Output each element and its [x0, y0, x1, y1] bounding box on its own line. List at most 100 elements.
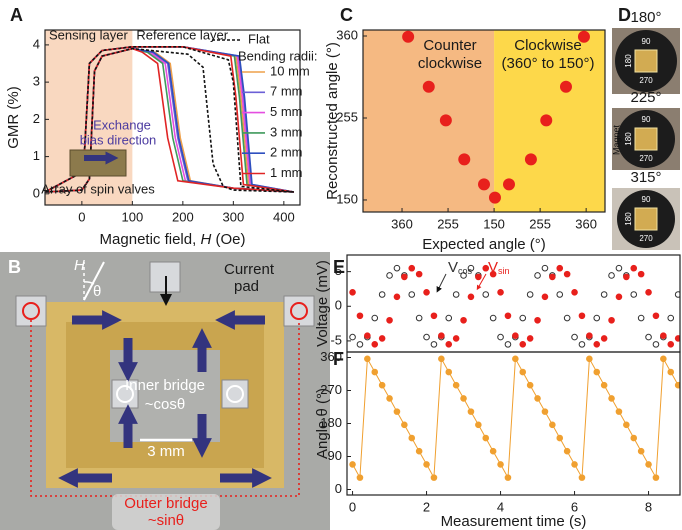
data-point — [579, 313, 585, 319]
figure: B H θ Current pad Inner bridge ~cosθ 3 m… — [0, 0, 682, 530]
plot-area — [350, 265, 681, 347]
y-tick-label: 1 — [33, 148, 40, 163]
data-point — [365, 356, 371, 362]
y-axis-label: Angle θ (°) — [314, 388, 331, 459]
data-point — [579, 475, 585, 481]
dial-label: 180 — [624, 132, 633, 146]
photo-d: D 180°90180270225°90180270315°90180270Ma… — [611, 5, 680, 250]
data-point — [520, 369, 526, 375]
y-axis-label: Reconstructed angle (°) — [324, 42, 341, 200]
series-label-main: V — [448, 259, 458, 276]
data-point — [387, 396, 393, 402]
data-point — [498, 334, 504, 340]
data-point — [631, 292, 637, 298]
data-point — [616, 409, 622, 415]
series-label-main: V — [488, 259, 498, 276]
data-point — [646, 462, 652, 468]
data-point — [503, 179, 514, 190]
data-point — [357, 475, 363, 481]
data-point — [498, 289, 504, 295]
data-point — [372, 369, 378, 375]
data-point — [350, 289, 356, 295]
data-point — [541, 115, 552, 126]
data-point — [579, 342, 585, 348]
data-point — [461, 317, 467, 323]
data-point — [550, 422, 556, 428]
annotation: Exchange — [93, 117, 151, 132]
data-point — [616, 294, 622, 300]
photo-title: 225° — [630, 89, 661, 106]
data-point — [527, 336, 533, 342]
data-point — [439, 356, 445, 362]
series-line — [353, 359, 679, 478]
series-arrow — [438, 274, 446, 290]
sensor — [635, 50, 657, 72]
x-axis-label-part: Measurement time (s) — [441, 513, 587, 530]
plot-frame — [347, 352, 680, 495]
dial-label: 90 — [642, 195, 651, 204]
data-point — [402, 274, 408, 280]
dial-label: 180 — [624, 54, 633, 68]
data-point — [535, 396, 541, 402]
data-point — [527, 292, 533, 298]
data-point — [489, 192, 500, 203]
data-point — [416, 271, 422, 277]
data-point — [446, 369, 452, 375]
data-point — [661, 333, 667, 339]
x-tick-label: 400 — [273, 209, 295, 224]
data-point — [594, 369, 600, 375]
photo-title: 180° — [630, 9, 661, 26]
data-point — [453, 336, 459, 342]
data-point — [440, 115, 451, 126]
chart: -505Voltage (mV)EVcosVsin — [314, 255, 681, 352]
data-point — [624, 422, 630, 428]
data-point — [550, 274, 556, 280]
data-point — [638, 271, 644, 277]
data-point — [350, 334, 356, 340]
data-point — [459, 154, 470, 165]
data-point — [483, 292, 489, 298]
x-tick-label: 200 — [172, 209, 194, 224]
dial-label: 270 — [639, 234, 653, 243]
y-tick-label: 0 — [335, 298, 342, 313]
data-point — [646, 289, 652, 295]
data-point — [535, 273, 541, 279]
photo-b: B H θ Current pad Inner bridge ~cosθ 3 m… — [0, 252, 330, 530]
data-point — [631, 265, 637, 271]
data-point — [439, 333, 445, 339]
data-point — [668, 342, 674, 348]
plot-area — [350, 356, 681, 480]
data-point — [587, 356, 593, 362]
data-point — [601, 292, 607, 298]
data-point — [653, 342, 659, 348]
x-axis-label-part: Expected angle (°) — [422, 236, 546, 253]
data-point — [403, 31, 414, 42]
y-tick-label: 360 — [336, 27, 358, 42]
data-point — [564, 448, 570, 454]
legend-label: Flat — [248, 31, 270, 46]
data-point — [560, 81, 571, 92]
series-label: Vsin — [488, 259, 510, 276]
series-label-sub: sin — [498, 266, 510, 276]
magnet-label: Magnet — [611, 124, 621, 155]
sensor — [635, 128, 657, 150]
legend-label: 5 mm — [270, 104, 303, 119]
data-point — [520, 315, 526, 321]
x-tick-label: 2 — [423, 499, 430, 514]
data-point — [424, 462, 430, 468]
data-point — [572, 462, 578, 468]
legend-label: 7 mm — [270, 84, 303, 99]
data-point — [409, 265, 415, 271]
data-point — [564, 271, 570, 277]
x-tick-label: 300 — [222, 209, 244, 224]
data-point — [542, 265, 548, 271]
data-point — [476, 274, 482, 280]
annotation: Array of spin valves — [41, 181, 155, 196]
data-point — [461, 396, 467, 402]
data-point — [520, 342, 526, 348]
panel-label: A — [10, 5, 23, 25]
annotation: bias direction — [80, 132, 157, 147]
y-tick-label: 4 — [33, 36, 40, 51]
data-point — [394, 265, 400, 271]
